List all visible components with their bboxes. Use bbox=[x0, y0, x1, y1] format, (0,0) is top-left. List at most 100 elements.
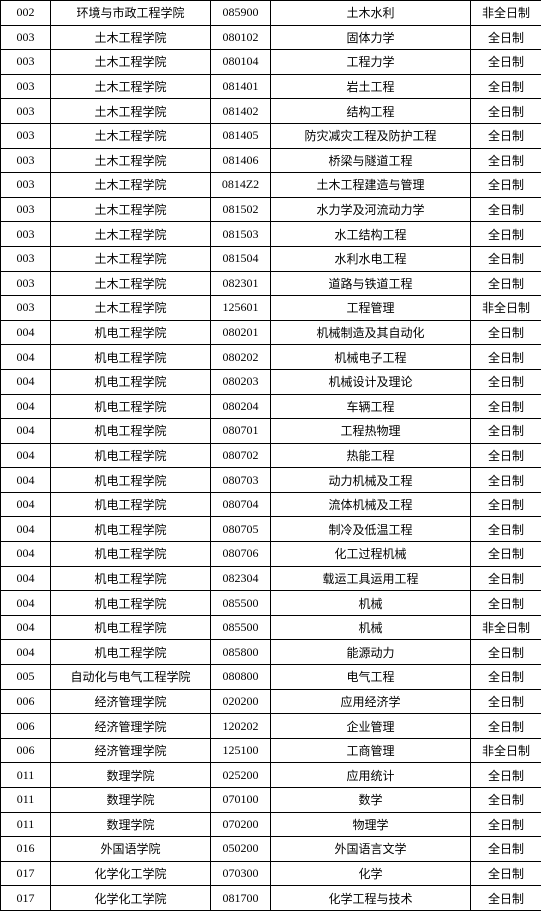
table-row: 003土木工程学院080104工程力学全日制 bbox=[1, 50, 541, 75]
cell: 电气工程 bbox=[271, 665, 471, 690]
cell: 080203 bbox=[211, 369, 271, 394]
table-row: 003土木工程学院081502水力学及河流动力学全日制 bbox=[1, 197, 541, 222]
table-row: 004机电工程学院080701工程热物理全日制 bbox=[1, 419, 541, 444]
table-row: 003土木工程学院125601工程管理非全日制 bbox=[1, 296, 541, 321]
cell: 自动化与电气工程学院 bbox=[51, 665, 211, 690]
cell: 全日制 bbox=[471, 197, 541, 222]
cell: 003 bbox=[1, 246, 51, 271]
cell: 004 bbox=[1, 542, 51, 567]
cell: 006 bbox=[1, 714, 51, 739]
cell: 流体机械及工程 bbox=[271, 492, 471, 517]
cell: 全日制 bbox=[471, 99, 541, 124]
cell: 004 bbox=[1, 615, 51, 640]
cell: 全日制 bbox=[471, 320, 541, 345]
cell: 003 bbox=[1, 222, 51, 247]
cell: 应用统计 bbox=[271, 763, 471, 788]
cell: 全日制 bbox=[471, 591, 541, 616]
cell: 道路与铁道工程 bbox=[271, 271, 471, 296]
table-row: 002环境与市政工程学院085900土木水利非全日制 bbox=[1, 1, 541, 26]
table-row: 011数理学院070100数学全日制 bbox=[1, 788, 541, 813]
cell: 004 bbox=[1, 443, 51, 468]
cell: 006 bbox=[1, 738, 51, 763]
cell: 数学 bbox=[271, 788, 471, 813]
table-row: 003土木工程学院081504水利水电工程全日制 bbox=[1, 246, 541, 271]
cell: 全日制 bbox=[471, 763, 541, 788]
cell: 机电工程学院 bbox=[51, 394, 211, 419]
cell: 环境与市政工程学院 bbox=[51, 1, 211, 26]
cell: 全日制 bbox=[471, 492, 541, 517]
cell: 机电工程学院 bbox=[51, 517, 211, 542]
cell: 002 bbox=[1, 1, 51, 26]
cell: 080800 bbox=[211, 665, 271, 690]
cell: 081405 bbox=[211, 123, 271, 148]
cell: 机电工程学院 bbox=[51, 492, 211, 517]
cell: 085800 bbox=[211, 640, 271, 665]
cell: 004 bbox=[1, 492, 51, 517]
cell: 080706 bbox=[211, 542, 271, 567]
table-row: 004机电工程学院080201机械制造及其自动化全日制 bbox=[1, 320, 541, 345]
cell: 004 bbox=[1, 369, 51, 394]
cell: 004 bbox=[1, 320, 51, 345]
cell: 土木工程学院 bbox=[51, 246, 211, 271]
cell: 机械电子工程 bbox=[271, 345, 471, 370]
cell: 动力机械及工程 bbox=[271, 468, 471, 493]
cell: 020200 bbox=[211, 689, 271, 714]
cell: 经济管理学院 bbox=[51, 738, 211, 763]
cell: 机电工程学院 bbox=[51, 345, 211, 370]
table-row: 003土木工程学院080102固体力学全日制 bbox=[1, 25, 541, 50]
cell: 工程热物理 bbox=[271, 419, 471, 444]
cell: 热能工程 bbox=[271, 443, 471, 468]
table-body: 002环境与市政工程学院085900土木水利非全日制003土木工程学院08010… bbox=[1, 1, 541, 911]
cell: 土木工程学院 bbox=[51, 74, 211, 99]
cell: 080703 bbox=[211, 468, 271, 493]
cell: 070300 bbox=[211, 861, 271, 886]
cell: 004 bbox=[1, 468, 51, 493]
cell: 081401 bbox=[211, 74, 271, 99]
cell: 全日制 bbox=[471, 812, 541, 837]
cell: 全日制 bbox=[471, 689, 541, 714]
cell: 全日制 bbox=[471, 566, 541, 591]
cell: 全日制 bbox=[471, 369, 541, 394]
cell: 125601 bbox=[211, 296, 271, 321]
table-row: 011数理学院025200应用统计全日制 bbox=[1, 763, 541, 788]
cell: 003 bbox=[1, 197, 51, 222]
table-row: 016外国语学院050200外国语言文学全日制 bbox=[1, 837, 541, 862]
table-row: 003土木工程学院081503水工结构工程全日制 bbox=[1, 222, 541, 247]
cell: 非全日制 bbox=[471, 296, 541, 321]
cell: 全日制 bbox=[471, 148, 541, 173]
cell: 全日制 bbox=[471, 345, 541, 370]
table-row: 004机电工程学院085500机械非全日制 bbox=[1, 615, 541, 640]
cell: 制冷及低温工程 bbox=[271, 517, 471, 542]
cell: 081406 bbox=[211, 148, 271, 173]
table-row: 003土木工程学院081402结构工程全日制 bbox=[1, 99, 541, 124]
cell: 非全日制 bbox=[471, 1, 541, 26]
cell: 004 bbox=[1, 517, 51, 542]
cell: 数理学院 bbox=[51, 788, 211, 813]
table-row: 004机电工程学院080202机械电子工程全日制 bbox=[1, 345, 541, 370]
cell: 全日制 bbox=[471, 788, 541, 813]
cell: 081502 bbox=[211, 197, 271, 222]
cell: 工程力学 bbox=[271, 50, 471, 75]
cell: 003 bbox=[1, 99, 51, 124]
table-row: 003土木工程学院0814Z2土木工程建造与管理全日制 bbox=[1, 173, 541, 198]
cell: 080201 bbox=[211, 320, 271, 345]
cell: 化工过程机械 bbox=[271, 542, 471, 567]
cell: 085900 bbox=[211, 1, 271, 26]
cell: 载运工具运用工程 bbox=[271, 566, 471, 591]
cell: 080202 bbox=[211, 345, 271, 370]
cell: 085500 bbox=[211, 615, 271, 640]
cell: 003 bbox=[1, 173, 51, 198]
cell: 化学 bbox=[271, 861, 471, 886]
table-row: 004机电工程学院080703动力机械及工程全日制 bbox=[1, 468, 541, 493]
cell: 机电工程学院 bbox=[51, 369, 211, 394]
cell: 岩土工程 bbox=[271, 74, 471, 99]
cell: 011 bbox=[1, 763, 51, 788]
cell: 全日制 bbox=[471, 419, 541, 444]
cell: 070200 bbox=[211, 812, 271, 837]
cell: 非全日制 bbox=[471, 738, 541, 763]
cell: 017 bbox=[1, 886, 51, 911]
cell: 机电工程学院 bbox=[51, 542, 211, 567]
cell: 机电工程学院 bbox=[51, 419, 211, 444]
cell: 081402 bbox=[211, 99, 271, 124]
cell: 003 bbox=[1, 123, 51, 148]
